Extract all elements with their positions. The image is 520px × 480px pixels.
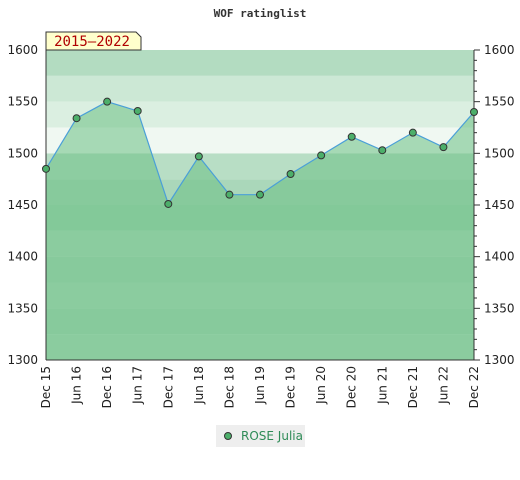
x-tick-label: Dec 18 xyxy=(222,366,236,408)
chart-title: WOF ratinglist xyxy=(214,7,307,20)
y-tick-label-right: 1400 xyxy=(484,250,515,264)
x-tick-label: Jun 17 xyxy=(131,366,145,405)
data-point[interactable] xyxy=(347,132,356,141)
background-band xyxy=(46,75,474,102)
period-badge-label: 2015–2022 xyxy=(54,34,130,50)
data-point[interactable] xyxy=(286,170,295,178)
y-tick-label-left: 1500 xyxy=(7,146,38,160)
x-tick-label: Dec 20 xyxy=(345,366,359,408)
background-band xyxy=(46,50,474,76)
y-tick-label-right: 1300 xyxy=(484,353,515,367)
x-tick-label: Dec 16 xyxy=(100,366,114,408)
data-point[interactable] xyxy=(42,164,50,173)
data-point[interactable] xyxy=(103,97,112,106)
series-area xyxy=(46,101,474,361)
x-tick-label: Dec 19 xyxy=(284,366,298,408)
y-tick-label-right: 1450 xyxy=(484,198,515,212)
y-tick-label-right: 1350 xyxy=(484,301,515,315)
x-tick-label: Jun 16 xyxy=(70,366,84,405)
x-tick-label: Dec 22 xyxy=(467,366,481,408)
y-tick-label-left: 1400 xyxy=(7,250,38,264)
x-tick-label: Jun 19 xyxy=(253,366,267,405)
x-tick-label: Jun 18 xyxy=(192,366,206,405)
data-point[interactable] xyxy=(378,146,387,155)
x-tick-label: Jun 20 xyxy=(314,366,328,405)
y-tick-label-left: 1450 xyxy=(7,198,38,212)
data-point[interactable] xyxy=(408,128,417,137)
y-tick-label-left: 1600 xyxy=(7,43,38,57)
y-tick-label-right: 1500 xyxy=(484,146,515,160)
data-point[interactable] xyxy=(256,190,264,199)
x-tick-label: Dec 21 xyxy=(406,366,420,408)
x-tick-label: Jun 22 xyxy=(436,366,450,405)
y-tick-label-right: 1600 xyxy=(484,43,515,57)
x-tick-label: Dec 15 xyxy=(39,366,53,408)
data-point[interactable] xyxy=(72,114,81,123)
x-tick-label: Jun 21 xyxy=(375,366,389,405)
legend-box xyxy=(216,425,305,447)
y-tick-label-right: 1550 xyxy=(484,95,515,109)
legend-label: ROSE Julia xyxy=(241,429,303,443)
data-point[interactable] xyxy=(470,108,478,116)
data-points xyxy=(42,97,478,208)
data-point[interactable] xyxy=(317,151,326,160)
legend[interactable]: ROSE Julia xyxy=(216,425,305,447)
x-tick-label: Dec 17 xyxy=(161,366,175,408)
data-point[interactable] xyxy=(133,106,142,115)
data-point[interactable] xyxy=(225,190,234,199)
period-badge: 2015–2022 xyxy=(45,31,142,51)
data-point[interactable] xyxy=(194,152,203,161)
period-badge-box xyxy=(45,31,142,51)
data-point[interactable] xyxy=(439,143,448,152)
y-tick-label-left: 1550 xyxy=(7,95,38,109)
legend-marker xyxy=(224,432,232,440)
axes: 1300 1300 1350 1350 1400 1400 1450 1450 1500 1500… xyxy=(7,43,514,408)
y-tick-label-left: 1300 xyxy=(7,353,38,367)
y-tick-label-left: 1350 xyxy=(7,301,38,315)
data-point[interactable] xyxy=(164,199,173,208)
